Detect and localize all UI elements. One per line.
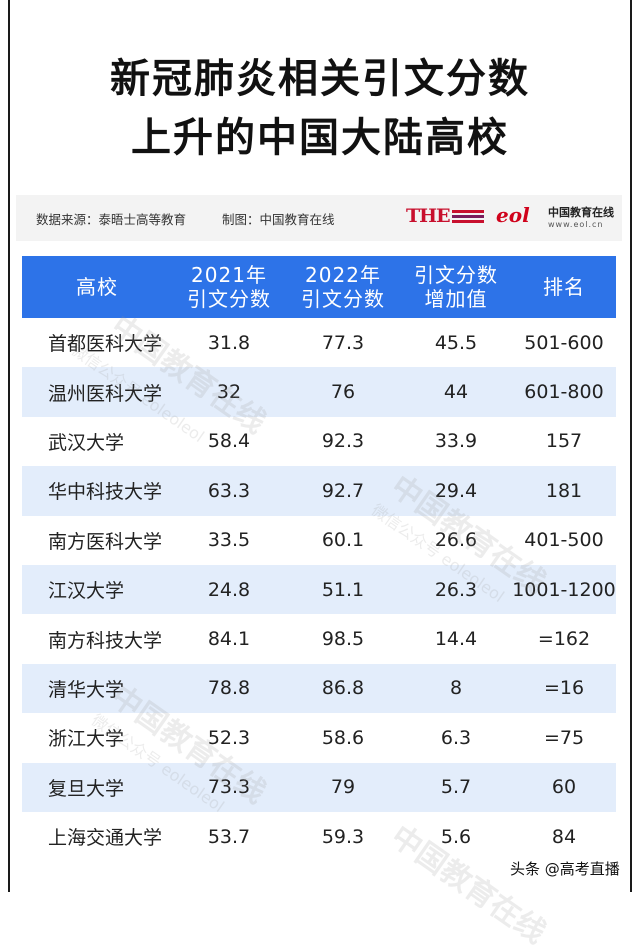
school-name-cell: 温州医科大学 — [22, 367, 172, 417]
table-header-cell: 引文分数 增加值 — [400, 256, 512, 318]
table-row: 复旦大学 73.3 79 5.7 60 — [22, 762, 616, 812]
table-cell: 78.8 — [172, 663, 286, 714]
table-cell: 86.8 — [286, 663, 400, 714]
table-row: 华中科技大学 63.3 92.7 29.4 181 — [22, 466, 616, 516]
eol-logo: eol 中国教育在线 www.eol.cn — [496, 201, 620, 235]
table-cell: 52.3 — [207, 726, 251, 749]
table-cell: 45.5 — [434, 331, 478, 354]
table-row: 江汉大学 24.8 51.1 26.3 1001-1200 — [22, 564, 616, 615]
table-cell: 26.3 — [400, 564, 512, 615]
table-cell: =16 — [512, 663, 616, 714]
table-header-cell: 2022年 引文分数 — [286, 256, 400, 318]
table-row: 首都医科大学 31.8 77.3 45.5 501-600 — [22, 318, 616, 367]
table-header-cell: 排名 — [512, 256, 616, 318]
school-name-cell: 武汉大学 — [48, 431, 125, 454]
school-name-cell: 复旦大学 — [22, 762, 172, 812]
page-title-line-2: 上升的中国大陆高校 — [131, 115, 509, 161]
table-cell: 501-600 — [524, 331, 604, 354]
table-cell: 60.1 — [321, 529, 365, 552]
eol-logo-url: www.eol.cn — [548, 220, 604, 229]
table-cell: 60 — [512, 762, 616, 812]
footer-brand: 头条 @高考直播 — [510, 860, 620, 878]
school-name-cell: 江汉大学 — [22, 564, 172, 615]
eol-logo-cn: 中国教育在线 — [548, 206, 614, 219]
table-row: 武汉大学 58.4 92.3 33.9 157 — [22, 417, 616, 466]
table-header-cell: 高校 — [22, 256, 172, 318]
table-cell: 181 — [512, 466, 616, 516]
table-cell: 53.7 — [207, 825, 251, 848]
table-cell: 1001-1200 — [512, 564, 616, 615]
table-cell: 33.5 — [207, 529, 251, 552]
citation-table: 高校 2021年 引文分数 2022年 引文分数 引文分数 增加值 排名 首都医科大学 3… — [22, 256, 616, 861]
table-cell: 29.4 — [400, 466, 512, 516]
table-cell: 84.1 — [207, 628, 251, 651]
school-name-cell: 浙江大学 — [48, 728, 125, 751]
table-cell: 79 — [286, 762, 400, 812]
table-cell: 51.1 — [286, 564, 400, 615]
school-name-cell: 华中科技大学 — [22, 466, 172, 516]
table-row: 上海交通大学 53.7 59.3 5.6 84 — [22, 812, 616, 861]
table-cell: 32 — [172, 367, 286, 417]
table-row: 南方科技大学 84.1 98.5 14.4 =162 — [22, 614, 616, 663]
table-cell: 92.7 — [286, 466, 400, 516]
table-cell: 401-500 — [524, 529, 604, 552]
table-cell: =75 — [543, 726, 585, 749]
table-cell: 14.4 — [434, 628, 478, 651]
data-source-text: 数据来源：泰晤士高等教育 — [36, 211, 187, 227]
table-cell: 63.3 — [172, 466, 286, 516]
table-header-cell: 2021年 引文分数 — [172, 256, 286, 318]
the-logo-text: THE — [406, 205, 451, 227]
table-cell: 26.6 — [434, 529, 478, 552]
table-cell: 44 — [400, 367, 512, 417]
table-cell: 601-800 — [512, 367, 616, 417]
table-cell: 73.3 — [172, 762, 286, 812]
table-cell: 59.3 — [321, 825, 365, 848]
table-row: 浙江大学 52.3 58.6 6.3 =75 — [22, 713, 616, 762]
table-cell: 24.8 — [172, 564, 286, 615]
school-name-cell: 南方科技大学 — [48, 629, 163, 652]
table-cell: 5.7 — [400, 762, 512, 812]
the-logo-stripes-icon — [451, 209, 484, 224]
the-logo: THE — [406, 205, 484, 227]
table-cell: 76 — [286, 367, 400, 417]
table-cell: 5.6 — [440, 825, 472, 848]
table-cell: 157 — [545, 430, 583, 453]
table-cell: 33.9 — [434, 430, 478, 453]
table-cell: 6.3 — [440, 726, 472, 749]
source-bar: 数据来源：泰晤士高等教育 制图：中国教育在线 THE eol 中国教育在线 ww… — [16, 195, 622, 241]
school-name-cell: 南方医科大学 — [48, 530, 163, 553]
table-cell: =162 — [537, 628, 591, 651]
school-name-cell: 清华大学 — [22, 663, 172, 714]
table-cell: 84 — [551, 825, 577, 848]
table-row: 南方医科大学 33.5 60.1 26.6 401-500 — [22, 516, 616, 565]
table-cell: 58.6 — [321, 726, 365, 749]
table-row: 温州医科大学 32 76 44 601-800 — [22, 367, 616, 417]
page-frame — [8, 0, 632, 892]
table-header-row: 高校 2021年 引文分数 2022年 引文分数 引文分数 增加值 排名 — [22, 256, 616, 318]
table-body: 首都医科大学 31.8 77.3 45.5 501-600 温州医科大学 32 76 44 601… — [22, 318, 616, 861]
table-cell: 31.8 — [207, 331, 251, 354]
table-cell: 98.5 — [321, 628, 365, 651]
table-row: 清华大学 78.8 86.8 8 =16 — [22, 663, 616, 714]
school-name-cell: 首都医科大学 — [48, 333, 163, 356]
table-cell: 92.3 — [321, 430, 365, 453]
school-name-cell: 上海交通大学 — [48, 827, 163, 850]
table-cell: 8 — [400, 663, 512, 714]
page-title-line-1: 新冠肺炎相关引文分数 — [110, 56, 530, 102]
table-cell: 58.4 — [207, 430, 251, 453]
eol-logo-mark: eol — [496, 203, 530, 227]
made-by-text: 制图：中国教育在线 — [222, 211, 335, 227]
table-cell: 77.3 — [321, 331, 365, 354]
